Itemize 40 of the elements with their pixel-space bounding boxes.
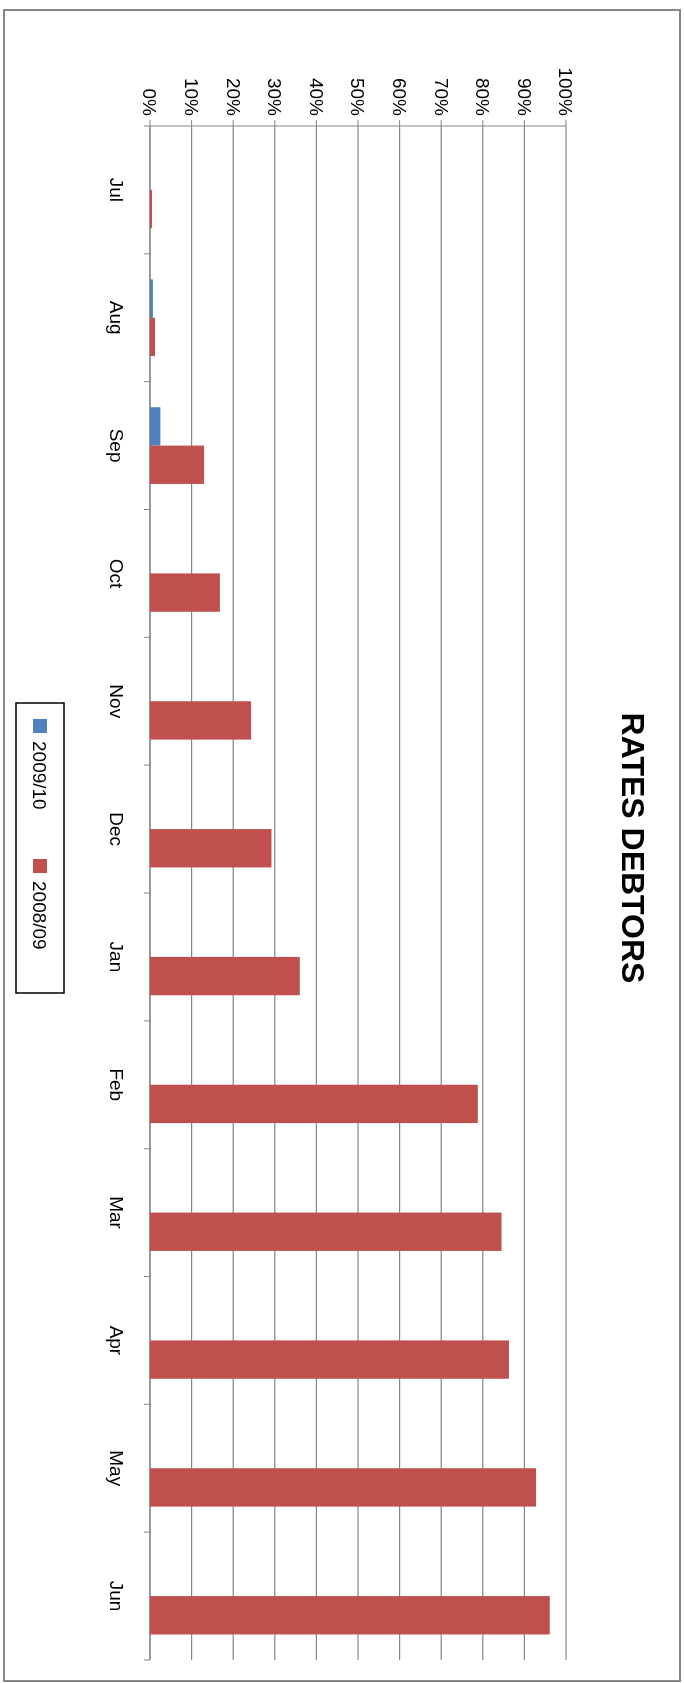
bar bbox=[150, 445, 205, 484]
bar bbox=[150, 279, 153, 318]
y-tick-label: Feb bbox=[106, 1068, 127, 1102]
x-tick-label: 90% bbox=[513, 77, 535, 117]
y-tick-label: Nov bbox=[106, 684, 127, 719]
bar bbox=[150, 1084, 478, 1124]
x-tick-label: 0% bbox=[139, 88, 161, 117]
x-tick-label: 100% bbox=[555, 67, 577, 117]
bar bbox=[150, 1596, 550, 1635]
y-tick-label: Sep bbox=[106, 428, 127, 463]
y-tick-label: Oct bbox=[106, 558, 127, 589]
bar bbox=[150, 189, 153, 229]
bar bbox=[150, 1340, 510, 1379]
y-tick-label: Dec bbox=[106, 812, 127, 846]
x-tick-label: 60% bbox=[388, 77, 410, 117]
bar bbox=[150, 701, 252, 740]
y-tick-label: Mar bbox=[106, 1196, 127, 1230]
x-tick-label: 40% bbox=[305, 77, 327, 117]
y-tick-label: Jun bbox=[106, 1580, 127, 1612]
y-tick-label: Apr bbox=[106, 1325, 127, 1356]
y-tick-label: Jul bbox=[106, 177, 127, 203]
bar bbox=[150, 573, 220, 612]
x-tick-label: 80% bbox=[472, 77, 494, 117]
x-tick-label: 50% bbox=[347, 77, 369, 117]
bar bbox=[150, 317, 155, 357]
bar bbox=[150, 1468, 537, 1507]
x-tick-label: 20% bbox=[222, 77, 244, 117]
x-tick-label: 70% bbox=[430, 77, 452, 117]
y-tick-label: May bbox=[106, 1450, 127, 1487]
text: RATES DEBTORS bbox=[615, 712, 651, 984]
y-tick-label: Aug bbox=[106, 300, 127, 335]
y-tick-label: Jan bbox=[106, 941, 127, 973]
x-tick-label: 30% bbox=[264, 77, 286, 117]
x-tick-label: 10% bbox=[180, 77, 202, 117]
bar bbox=[150, 407, 161, 446]
bar bbox=[150, 829, 272, 868]
legend-label: 2009/10 bbox=[29, 741, 51, 810]
legend-label: 2008/09 bbox=[29, 881, 51, 950]
bar bbox=[150, 1212, 502, 1251]
bar bbox=[150, 956, 300, 996]
